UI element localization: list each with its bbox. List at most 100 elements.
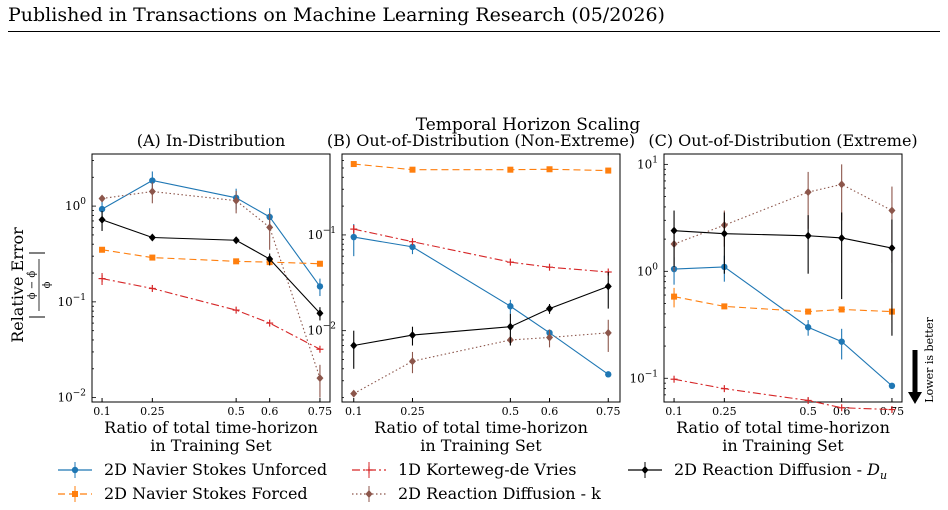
series-5 xyxy=(350,272,612,369)
series-3 xyxy=(98,273,324,353)
series-line xyxy=(101,219,321,314)
chart-panel-3: (C) Out-of-Distribution (Extreme) 0.1 0.25… xyxy=(629,131,917,455)
series-line xyxy=(673,378,892,411)
x-axis-label: in Training Set xyxy=(420,436,542,455)
chart-panel-1: (A) In-Distribution 0.1 0.25 0.5 0.6 0.75 10−2… xyxy=(57,131,332,455)
figure-suptitle: Temporal Horizon Scaling xyxy=(416,115,641,135)
data-point xyxy=(409,166,416,173)
data-point xyxy=(838,404,846,412)
x-tick-label: 0.1 xyxy=(345,405,363,418)
data-point xyxy=(888,206,896,215)
x-tick-label: 0.5 xyxy=(799,405,817,418)
data-point xyxy=(408,238,416,246)
chart-panel-2: (B) Out-of-Distribution (Non-Extreme) 0.1… xyxy=(307,131,635,455)
series-3 xyxy=(350,224,612,276)
data-point xyxy=(546,263,554,271)
series-line xyxy=(353,163,609,172)
lower-is-better-indicator: Lower is better xyxy=(908,317,936,404)
y-tick-label: 101 xyxy=(637,155,658,171)
legend-label: 2D Navier Stokes Forced xyxy=(104,484,308,503)
data-point xyxy=(888,244,896,253)
data-point xyxy=(804,231,812,240)
series-4 xyxy=(670,164,896,272)
data-point xyxy=(805,308,812,315)
legend-label: 1D Korteweg-de Vries xyxy=(398,460,576,479)
data-point xyxy=(605,371,612,378)
x-tick-label: 0.25 xyxy=(140,405,165,418)
legend-item: 2D Reaction Diffusion - Du xyxy=(628,460,887,482)
x-tick-label: 0.5 xyxy=(502,405,520,418)
data-point xyxy=(149,177,156,184)
data-point xyxy=(316,260,323,267)
series-line xyxy=(101,249,320,265)
data-point xyxy=(838,180,846,189)
data-point xyxy=(98,205,106,213)
data-point xyxy=(720,385,728,393)
legend-item: 1D Korteweg-de Vries xyxy=(352,460,576,479)
x-tick-label: 0.1 xyxy=(665,405,683,418)
x-tick-label: 0.25 xyxy=(400,405,425,418)
data-point xyxy=(266,255,274,264)
x-tick-label: 0.75 xyxy=(596,405,621,418)
data-point xyxy=(546,166,553,173)
data-point xyxy=(148,233,156,242)
series-line xyxy=(101,179,321,287)
data-point xyxy=(804,324,812,331)
series-line xyxy=(101,278,321,350)
data-point xyxy=(316,309,324,318)
page-header: Published in Transactions on Machine Lea… xyxy=(8,4,665,26)
data-point xyxy=(408,357,416,366)
data-point xyxy=(670,375,678,383)
data-point xyxy=(98,194,106,203)
data-point xyxy=(266,319,274,327)
y-tick-label: 10−2 xyxy=(57,389,86,405)
data-point xyxy=(316,345,324,353)
y-tick-label: 10−1 xyxy=(307,226,336,242)
x-axis-label: in Training Set xyxy=(722,436,844,455)
y-axis-label: Relative Error ϕ − ϕ̂ ϕ xyxy=(8,227,53,343)
series-line xyxy=(674,266,893,387)
series-3 xyxy=(670,375,896,414)
series-1 xyxy=(98,171,324,297)
y-axis-label-denominator: ϕ xyxy=(42,281,53,288)
y-tick-label: 10−2 xyxy=(307,322,336,338)
series-line xyxy=(353,236,609,375)
x-tick-label: 0.6 xyxy=(541,405,559,418)
y-axis-label-text: Relative Error xyxy=(8,227,27,343)
data-point xyxy=(233,258,240,265)
x-tick-label: 0.6 xyxy=(833,405,851,418)
data-point xyxy=(99,246,106,253)
data-point xyxy=(804,188,812,197)
data-point xyxy=(350,225,358,233)
data-point xyxy=(232,236,240,245)
panels: (A) In-Distribution 0.1 0.25 0.5 0.6 0.75 10−2… xyxy=(57,131,917,455)
data-point xyxy=(408,331,416,340)
data-point xyxy=(671,293,678,300)
data-point xyxy=(838,306,845,313)
x-axis-label: Ratio of total time-horizon xyxy=(676,418,890,437)
series-line xyxy=(674,230,893,249)
data-point xyxy=(232,306,240,314)
series-line xyxy=(353,285,609,347)
x-tick-label: 0.75 xyxy=(308,405,333,418)
legend-item: 2D Navier Stokes Unforced xyxy=(58,460,327,479)
plot-frame xyxy=(341,153,621,403)
x-tick-label: 0.6 xyxy=(261,405,279,418)
data-point xyxy=(507,166,514,173)
x-tick-label: 0.25 xyxy=(712,405,737,418)
data-point xyxy=(350,233,357,241)
header-rule xyxy=(8,31,940,32)
legend-item: 2D Reaction Diffusion - k xyxy=(352,484,601,503)
y-tick-label: 100 xyxy=(637,262,658,278)
data-point xyxy=(148,284,156,292)
x-tick-label: 0.5 xyxy=(227,405,245,418)
data-point xyxy=(316,283,324,290)
data-point xyxy=(804,396,812,404)
data-point xyxy=(720,229,728,238)
data-point xyxy=(409,243,416,251)
legend-label: 2D Reaction Diffusion - Du xyxy=(674,460,887,482)
data-point xyxy=(98,275,106,283)
legend-label: 2D Reaction Diffusion - k xyxy=(398,484,601,503)
series-4 xyxy=(350,319,612,398)
y-tick-label: 100 xyxy=(65,197,86,213)
